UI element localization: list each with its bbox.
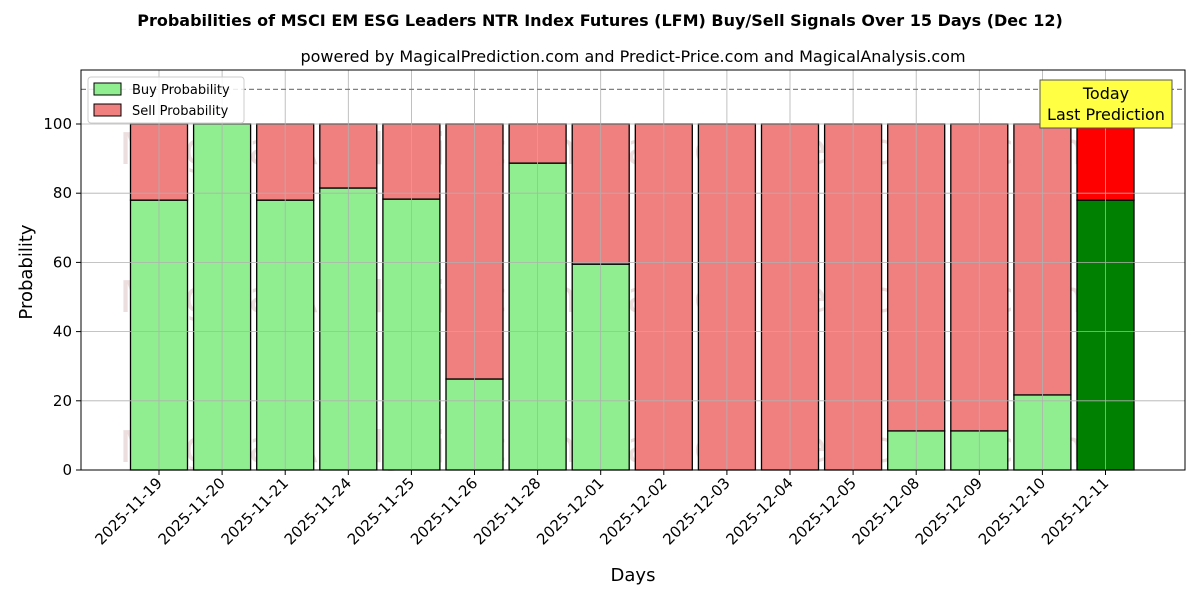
x-tick-label: 2025-11-24	[281, 474, 355, 548]
x-tick-label: 2025-11-21	[218, 474, 292, 548]
x-axis-label: Days	[611, 565, 656, 586]
legend-buy-label: Buy Probability	[132, 83, 230, 98]
axes-frame	[80, 69, 1186, 471]
annotation-line2: Last Prediction	[1047, 105, 1165, 124]
x-tick-label: 2025-11-19	[91, 474, 165, 548]
annotation-line1: Today	[1082, 84, 1129, 103]
y-axis-label: Probability	[16, 224, 37, 319]
x-tick-label: 2025-11-26	[407, 474, 481, 548]
y-tick-label: 0	[62, 461, 72, 479]
x-tick-label: 2025-12-04	[722, 474, 796, 548]
chart-title: Probabilities of MSCI EM ESG Leaders NTR…	[137, 11, 1063, 30]
legend	[87, 76, 245, 124]
y-tick-label: 80	[53, 184, 72, 202]
legend-buy-swatch	[93, 82, 122, 96]
x-tick-label: 2025-12-05	[786, 474, 860, 548]
x-tick-label: 2025-12-03	[659, 474, 733, 548]
x-tick-label: 2025-11-25	[344, 474, 418, 548]
y-tick-label: 60	[53, 253, 72, 271]
legend-sell-label: Sell Probability	[132, 104, 229, 119]
x-tick-label: 2025-12-02	[596, 474, 670, 548]
x-tick-label: 2025-11-28	[470, 474, 544, 548]
x-tick-label: 2025-12-01	[533, 474, 607, 548]
today-annotation	[1039, 79, 1173, 129]
x-tick-label: 2025-11-20	[155, 474, 229, 548]
x-tick-label: 2025-12-08	[849, 474, 923, 548]
y-tick-label: 20	[53, 392, 72, 410]
legend-sell-swatch	[93, 103, 122, 117]
y-tick-label: 40	[53, 323, 72, 341]
x-tick-label: 2025-12-09	[912, 474, 986, 548]
x-tick-label: 2025-12-11	[1038, 474, 1112, 548]
plot-area: MagicalAnalysis.comMagicalPrediction.com…	[43, 69, 1186, 548]
chart-subtitle: powered by MagicalPrediction.com and Pre…	[300, 47, 965, 66]
y-tick-label: 100	[43, 115, 72, 133]
x-tick-label: 2025-12-10	[975, 474, 1049, 548]
